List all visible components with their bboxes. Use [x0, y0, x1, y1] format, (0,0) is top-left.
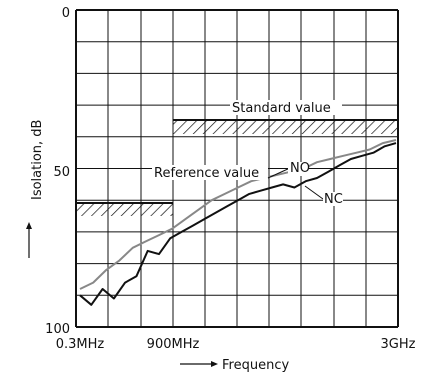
- x-axis-label: Frequency: [222, 358, 289, 373]
- x-axis-arrow-head: [211, 361, 218, 367]
- x-tick-0-3mhz: 0.3MHz: [56, 337, 105, 352]
- series-layer: [79, 139, 397, 306]
- y-tick-0: 0: [62, 6, 70, 21]
- reference-value-label: Reference value: [154, 166, 259, 181]
- y-axis-arrow-head: [26, 222, 32, 229]
- no-label-bg: [288, 162, 308, 176]
- y-tick-100: 100: [45, 322, 70, 337]
- reference-hatch-band: [76, 203, 173, 216]
- reference-label-bg: [152, 165, 268, 180]
- x-tick-3ghz: 3GHz: [381, 337, 416, 352]
- standard-label-bg: [230, 100, 342, 115]
- x-tick-900mhz: 900MHz: [147, 337, 200, 352]
- nc-label-bg: [323, 192, 343, 206]
- y-tick-50: 50: [53, 165, 70, 180]
- series-label-no: NO: [290, 161, 310, 176]
- series-line-nc: [79, 142, 397, 306]
- no-leader-line: [267, 167, 291, 179]
- y-axis-label: Isolation, dB: [30, 120, 45, 200]
- series-label-nc: NC: [324, 192, 343, 207]
- standard-hatch-band: [173, 120, 398, 134]
- nc-leader-line: [304, 185, 324, 200]
- standard-value-label: Standard value: [232, 101, 331, 116]
- series-line-no: [79, 139, 397, 290]
